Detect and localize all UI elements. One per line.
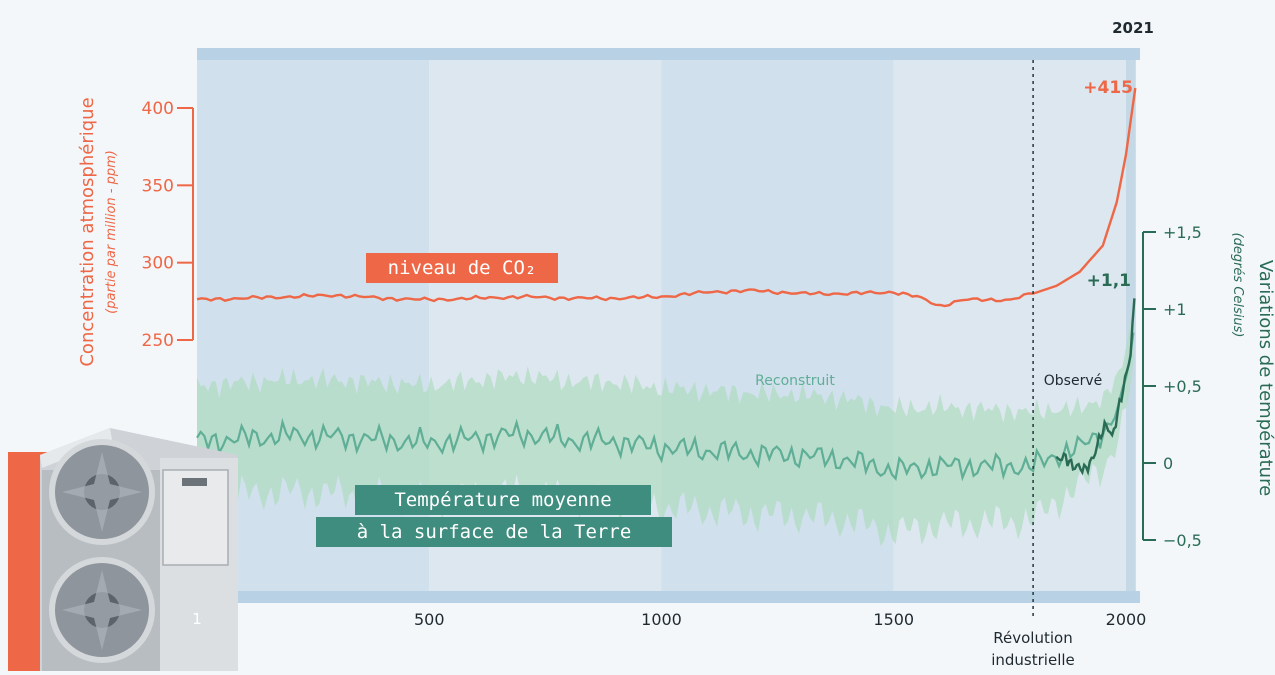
left-axis-tick-label: 300 — [142, 254, 174, 274]
end-year-label: 2021 — [1112, 19, 1154, 37]
right-axis-tick-label: +1 — [1163, 300, 1187, 319]
left-axis: 250 300 350 400 — [142, 99, 194, 351]
co2-end-label: +415 — [1083, 78, 1133, 98]
right-axis-tick-label: 0 — [1163, 454, 1173, 473]
top-frame-strip — [197, 48, 1140, 60]
right-axis: −0,5 0 +0,5 +1 +1,5 — [1142, 223, 1202, 550]
co2-label-box — [366, 253, 558, 283]
right-axis-tick-label: −0,5 — [1163, 531, 1202, 550]
marker-label-line1: Révolution — [993, 629, 1072, 647]
right-axis-subtitle: (degrés Celsius) — [1230, 233, 1245, 338]
temperature-label-box-line1 — [355, 485, 651, 515]
right-axis-title: Variations de température — [1255, 260, 1275, 496]
x-axis-tick-labels: 500 1000 1500 2000 — [414, 610, 1146, 629]
heat-pump-photo: 1 — [8, 428, 238, 671]
x-axis-tick-label: 1000 — [641, 610, 682, 629]
left-axis-subtitle: (partie par million - ppm) — [104, 150, 119, 314]
left-axis-title: Concentration atmosphérique — [77, 97, 98, 366]
x-axis-tick-label: 500 — [414, 610, 445, 629]
observed-end-label: +1,1 — [1087, 271, 1131, 291]
observed-annotation: Observé — [1044, 373, 1102, 389]
temperature-label-line2: à la surface de la Terre — [357, 521, 632, 543]
x-axis-tick-label: 1500 — [873, 610, 914, 629]
right-axis-tick-label: +0,5 — [1163, 377, 1202, 396]
left-axis-tick-label: 250 — [142, 331, 174, 351]
temperature-series-line — [196, 332, 1135, 482]
left-axis-tick-label: 400 — [142, 99, 174, 119]
temperature-label-box-line2 — [316, 517, 672, 547]
service-handle — [182, 478, 207, 486]
co2-series-line — [196, 87, 1137, 308]
period-band-2 — [661, 60, 894, 591]
co2-label: niveau de CO₂ — [388, 257, 537, 279]
observed-series-line — [1055, 298, 1136, 477]
left-axis-tick-label: 350 — [142, 176, 174, 196]
x-axis-tick-label: 2000 — [1106, 610, 1147, 629]
period-bands — [197, 60, 1136, 591]
photo-badge: 1 — [192, 610, 202, 628]
marker-label-line2: industrielle — [991, 651, 1075, 669]
reconstructed-annotation: Reconstruit — [755, 373, 835, 389]
right-axis-tick-label: +1,5 — [1163, 223, 1202, 242]
bottom-frame-strip — [197, 591, 1140, 603]
temperature-label-line1: Température moyenne — [394, 489, 611, 511]
